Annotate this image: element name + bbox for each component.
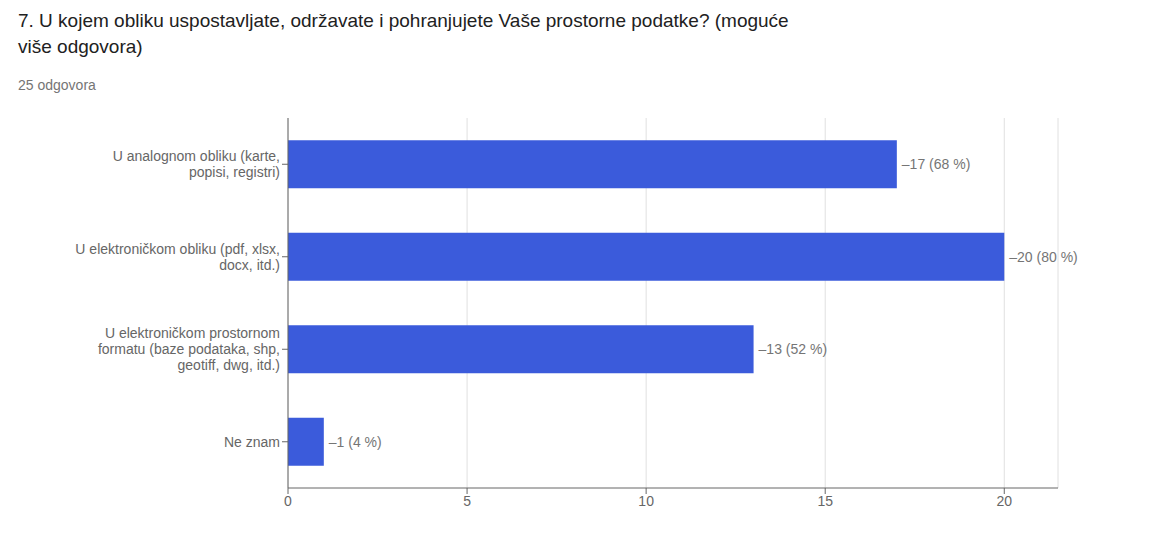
svg-text:–13 (52 %): –13 (52 %): [759, 341, 827, 357]
svg-text:U elektroničkom prostornomform: U elektroničkom prostornomformatu (baze …: [98, 325, 280, 373]
svg-text:10: 10: [638, 493, 654, 509]
svg-text:15: 15: [817, 493, 833, 509]
svg-text:–1 (4 %): –1 (4 %): [329, 434, 382, 450]
svg-text:U analognom obliku (karte,popi: U analognom obliku (karte,popisi, regist…: [113, 148, 280, 180]
svg-text:–17 (68 %): –17 (68 %): [902, 156, 970, 172]
html-text:7. U kojem obliku uspostavljat: 7. U kojem obliku uspostavljate, održava…: [18, 10, 789, 31]
svg-text:–20 (80 %): –20 (80 %): [1009, 249, 1077, 265]
svg-text:20: 20: [996, 493, 1012, 509]
svg-text:U elektroničkom obliku (pdf, x: U elektroničkom obliku (pdf, xlsx,docx, …: [75, 241, 280, 273]
svg-text:Ne znam: Ne znam: [224, 434, 280, 450]
html-text:25 odgovora: 25 odgovora: [18, 77, 96, 93]
svg-text:0: 0: [284, 493, 292, 509]
html-text:više odgovora): više odgovora): [18, 36, 143, 57]
svg-text:5: 5: [463, 493, 471, 509]
